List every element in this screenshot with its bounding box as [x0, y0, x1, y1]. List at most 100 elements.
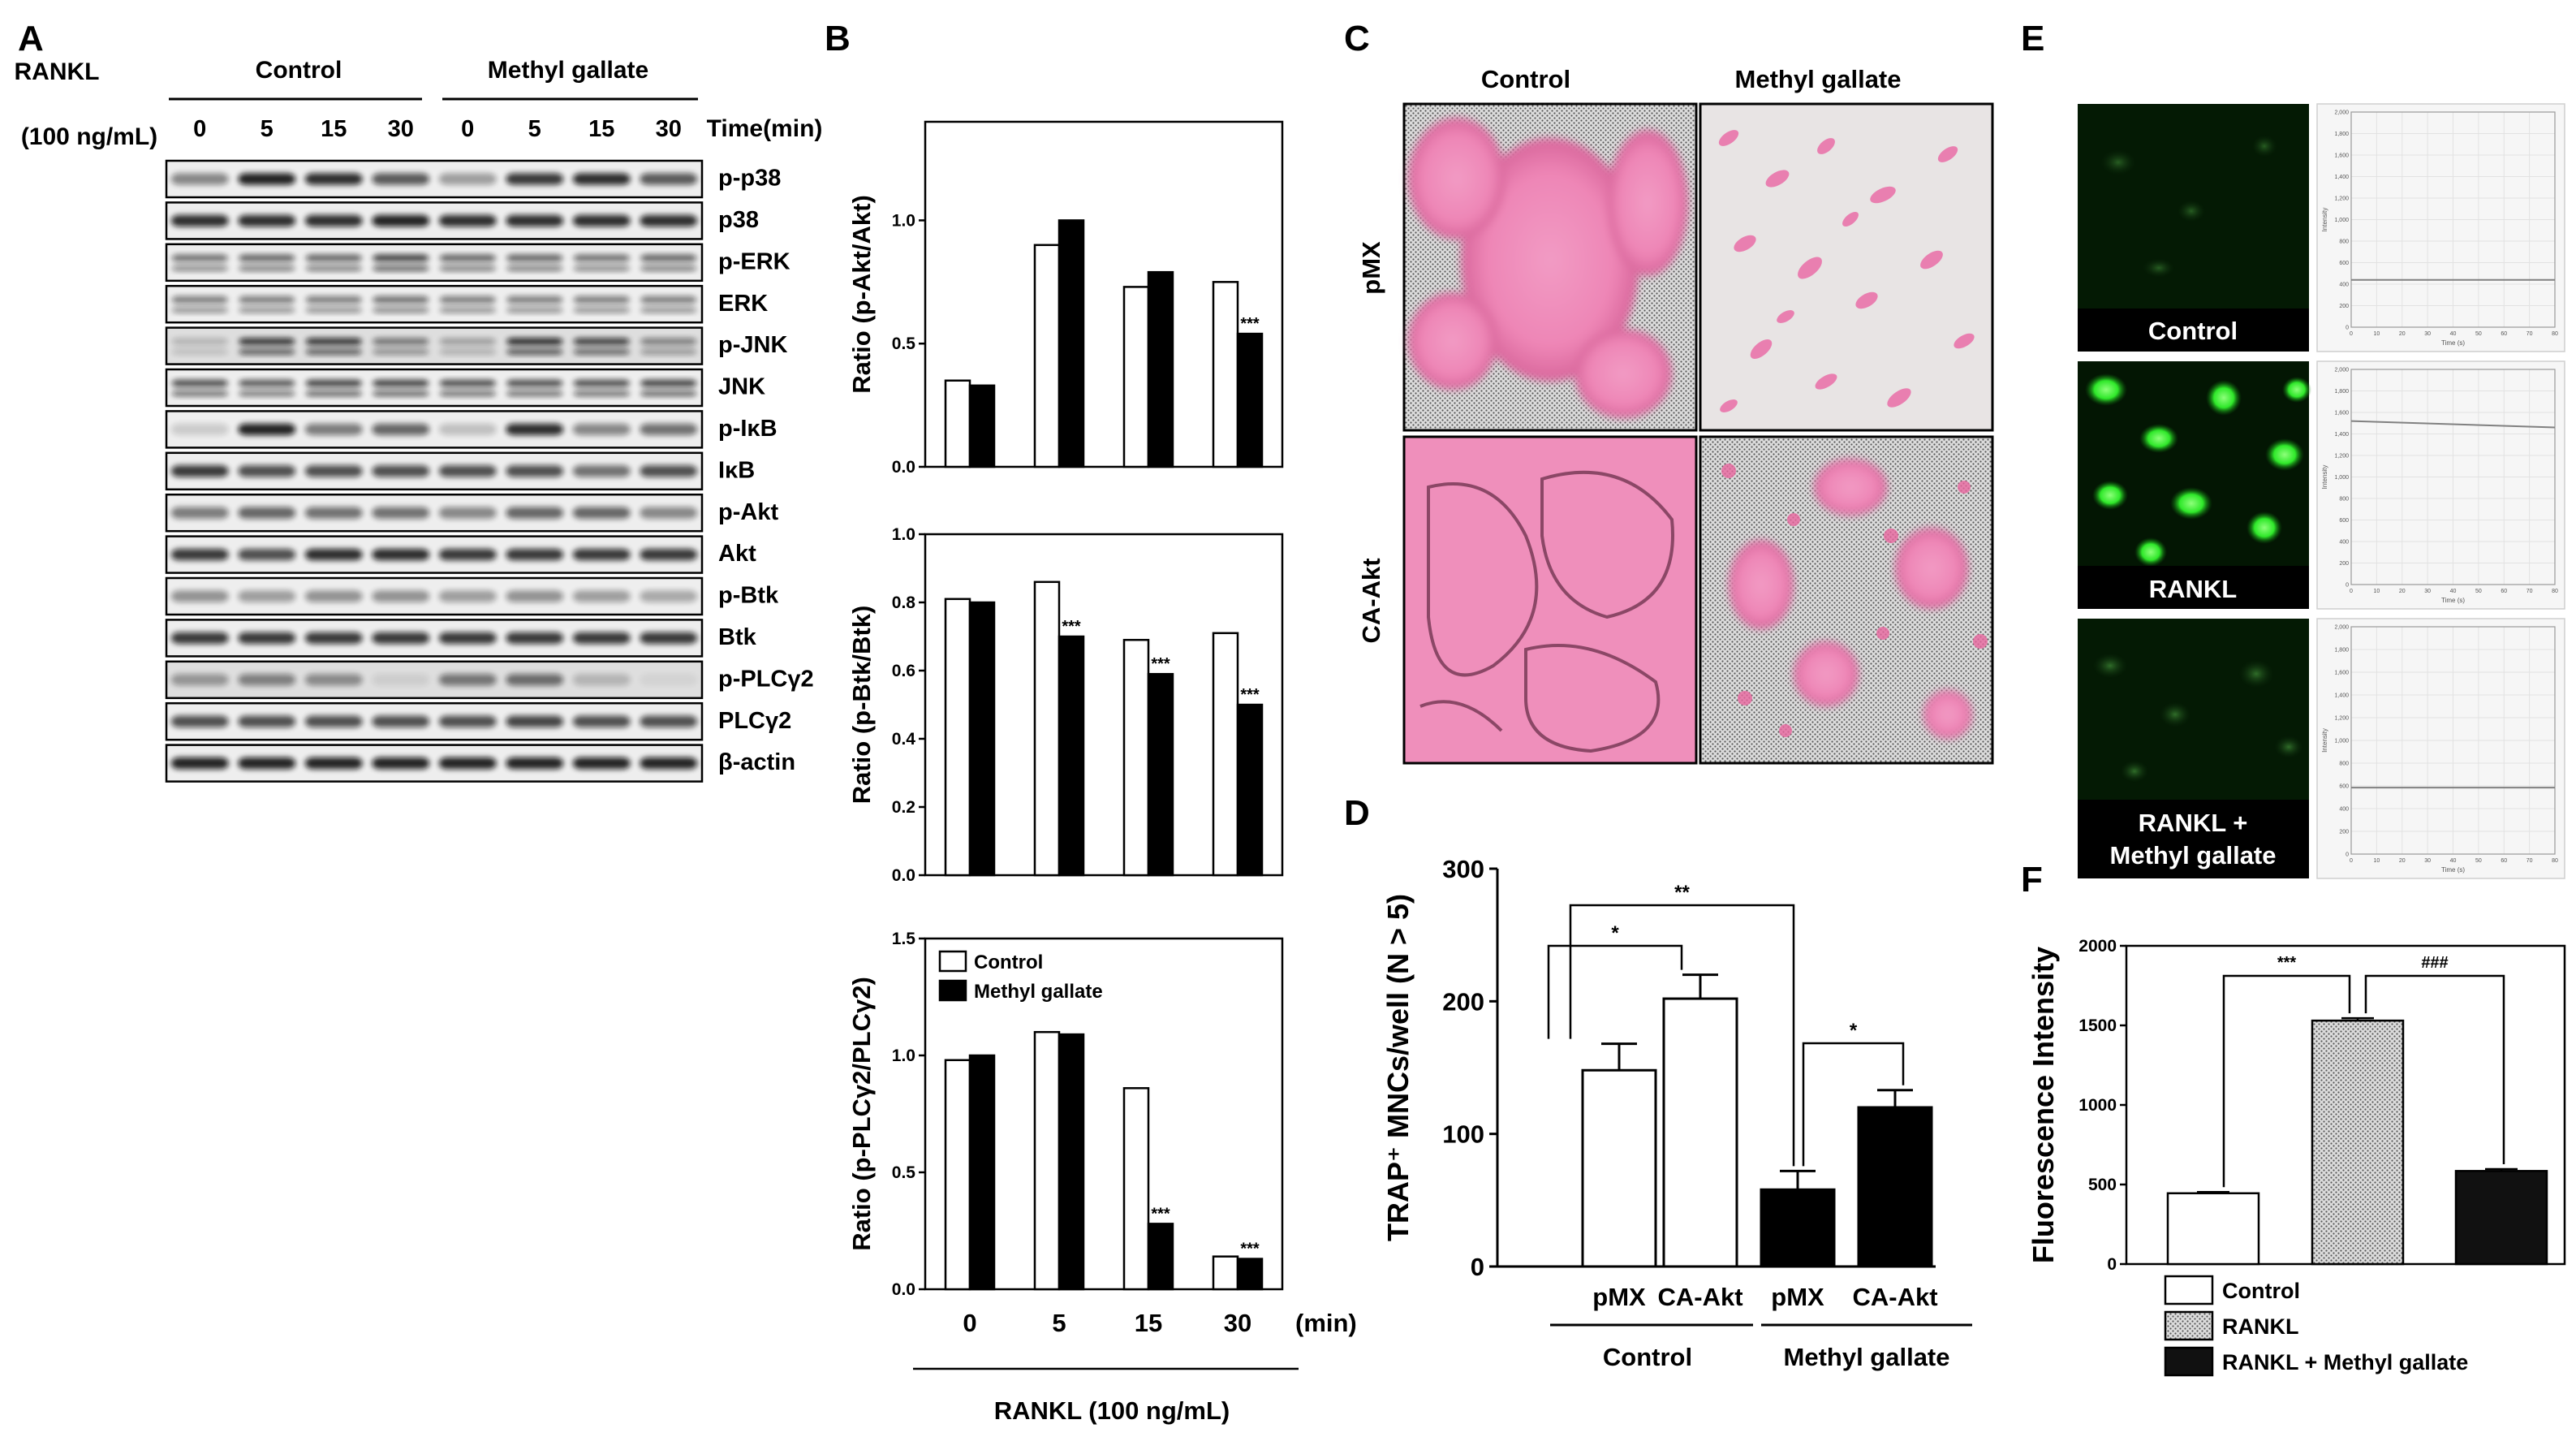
- trace-axes: [2350, 369, 2556, 585]
- bar-control-30: [1212, 281, 1239, 468]
- significance-bracket: [1802, 1042, 1905, 1167]
- significance-marker: *: [1850, 1020, 1858, 1042]
- bar-methyl-gallate-0: [968, 1054, 996, 1291]
- blot-band: [372, 548, 430, 561]
- x-tick-label-4: CA-Akt: [1852, 1283, 1937, 1311]
- trace-y-tick: 800: [2339, 240, 2349, 245]
- blot-band: [439, 296, 496, 304]
- blot-band: [373, 307, 429, 313]
- y-tick-label: 1.0: [892, 525, 915, 544]
- significance-bracket: [1569, 904, 1795, 1167]
- panel-label-c: C: [1344, 19, 1370, 58]
- blot-band: [239, 307, 295, 313]
- trace-y-tick: 600: [2339, 784, 2349, 790]
- trace-x-tick: 20: [2399, 331, 2406, 337]
- trace-x-tick: 80: [2552, 589, 2558, 594]
- blot-band: [170, 423, 229, 436]
- bar-control-15: [1122, 286, 1150, 468]
- y-axis-label: Ratio (p-PLCγ2/PLCγ2): [847, 977, 876, 1251]
- blot-band: [506, 307, 563, 313]
- lane-label-3: 15: [321, 116, 347, 142]
- blot-band: [573, 296, 630, 304]
- blot-band: [373, 296, 429, 304]
- blot-band: [640, 757, 698, 770]
- blot-band: [640, 254, 697, 262]
- blot-band: [171, 307, 228, 313]
- blot-band: [239, 348, 295, 355]
- significance-marker: ***: [1240, 686, 1260, 704]
- blot-band: [573, 338, 630, 346]
- blot-band: [305, 379, 362, 387]
- blot-band: [640, 548, 698, 561]
- bar-methyl-gallate-0: [968, 601, 996, 877]
- trace-x-tick: 20: [2399, 589, 2406, 594]
- bar-control: [2166, 1192, 2260, 1266]
- plot-frame: [924, 120, 1284, 468]
- trace-y-tick: 1,000: [2334, 475, 2349, 481]
- blot-row-akt-10: Akt: [165, 535, 756, 574]
- blot-band: [439, 348, 496, 355]
- blot-band: [640, 307, 697, 313]
- blot-band: [305, 348, 362, 355]
- blot-band: [438, 757, 497, 770]
- fluorescence-image-control: Control: [2078, 104, 2309, 352]
- blot-band: [372, 423, 430, 436]
- protein-label-plc-2: PLCγ2: [718, 708, 791, 734]
- lane-label-5: 0: [461, 116, 474, 142]
- significance-marker: *: [1611, 922, 1619, 944]
- trace-x-tick: 30: [2424, 589, 2431, 594]
- y-tick-label: 1.0: [892, 1046, 915, 1065]
- chart-p-plcg2-ratio: 0.0 0.5 1.0 1.5 Ratio (p-PLCγ2/PLCγ2) *** *** 0…: [847, 930, 1357, 1425]
- blot-band: [640, 173, 698, 185]
- plot-frame: [924, 937, 1284, 1291]
- blot-band: [305, 265, 362, 272]
- trace-y-tick: 800: [2339, 497, 2349, 503]
- blot-band: [640, 338, 697, 346]
- blot-band: [573, 391, 630, 397]
- chart-p-akt-ratio: 0.0 0.5 1.0 Ratio (p-Akt/Akt) ***: [847, 120, 1284, 477]
- blot-band: [573, 307, 630, 313]
- blot-band: [572, 214, 631, 227]
- y-axis-label: Ratio (p-Akt/Akt): [847, 195, 876, 394]
- trace-x-tick: 40: [2450, 589, 2457, 594]
- trace-y-tick: 0: [2346, 852, 2349, 858]
- blot-band: [238, 548, 296, 561]
- lane-label-8: 30: [656, 116, 682, 142]
- blot-row-plc-2-14: PLCγ2: [165, 701, 791, 741]
- protein-label-p-p38: p-p38: [718, 166, 781, 192]
- blot-band: [304, 214, 363, 227]
- blot-band: [373, 265, 429, 272]
- blot-band: [438, 632, 497, 645]
- blot-band: [506, 548, 564, 561]
- y-tick-label: 0.0: [892, 1280, 915, 1299]
- bar-control-15: [1122, 1087, 1150, 1291]
- trace-x-tick: 0: [2350, 331, 2353, 337]
- row-label-ca-akt: CA-Akt: [1357, 558, 1385, 643]
- legend-label-methyl-gallate: Methyl gallate: [974, 981, 1103, 1003]
- blot-band: [506, 423, 564, 436]
- blot-band: [305, 391, 362, 397]
- blot-band: [573, 265, 630, 272]
- row-label-pmx: pMX: [1357, 241, 1385, 295]
- trace-x-tick: 10: [2373, 589, 2380, 594]
- protein-label-p38: p38: [718, 207, 759, 233]
- blot-band: [171, 296, 228, 304]
- significance-marker: ***: [1240, 1241, 1260, 1258]
- trace-x-label: Time (s): [2441, 597, 2465, 604]
- trace-y-tick: 400: [2339, 540, 2349, 546]
- blot-band: [170, 465, 229, 477]
- blot-band: [439, 338, 496, 346]
- protein-label-p-i-b: p-IκB: [718, 416, 778, 442]
- bar-methyl-gallate-5: [1058, 635, 1085, 877]
- trace-y-tick: 200: [2339, 304, 2349, 309]
- blot-band: [372, 674, 430, 686]
- blot-band: [304, 465, 363, 477]
- blot-strip-frame: [165, 326, 704, 365]
- panel-label-a: A: [18, 19, 44, 58]
- intensity-trace-1: 2,0001,8001,6001,4001,2001,0008006004002…: [2316, 103, 2565, 352]
- blot-band: [239, 391, 295, 397]
- blot-band: [373, 254, 429, 262]
- blot-band: [506, 214, 564, 227]
- blot-band: [170, 757, 229, 770]
- trace-y-tick: 1,600: [2334, 153, 2349, 159]
